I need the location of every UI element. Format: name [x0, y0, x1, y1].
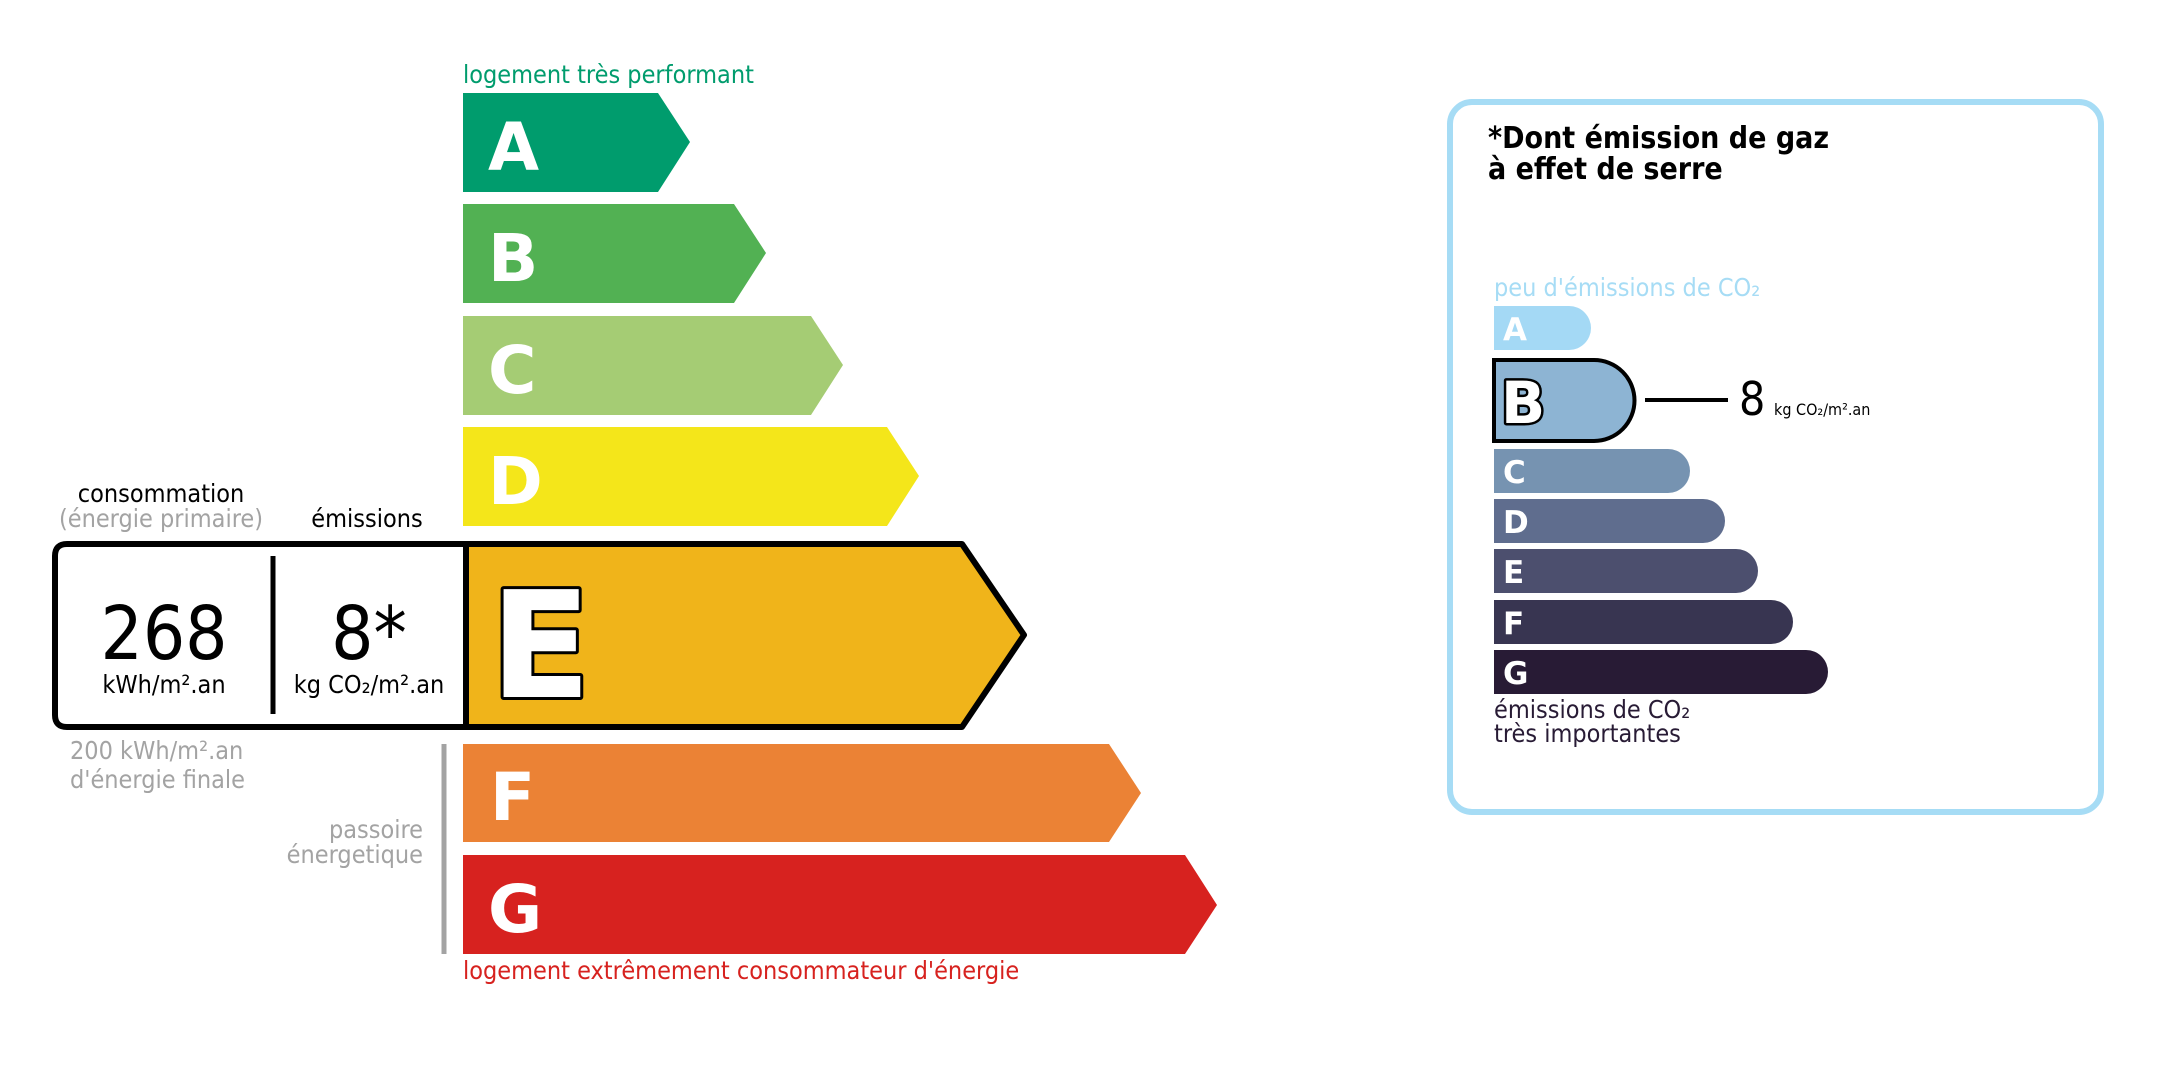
emissions-unit: kg CO₂/m².an [293, 670, 445, 699]
ghg-bottom-label-1: émissions de CO₂ [1494, 695, 1691, 724]
ghg-letter-c: C [1503, 455, 1526, 491]
energy-letter-a: A [488, 109, 539, 186]
ghg-bottom-label-2: très importantes [1494, 719, 1681, 748]
ghg-letter-g: G [1503, 656, 1528, 692]
ghg-letter-e: E [1503, 555, 1524, 591]
energy-bar-c [463, 316, 843, 415]
final-energy-label: d'énergie finale [70, 765, 246, 794]
energy-letter-e: E [490, 560, 591, 732]
energy-bar-d [463, 427, 919, 526]
ghg-title-1: *Dont émission de gaz [1488, 121, 1830, 156]
consumption-unit: kWh/m².an [102, 670, 226, 699]
consumption-label: consommation [77, 479, 245, 508]
energy-letter-d: D [488, 443, 543, 520]
ghg-unit: kg CO₂/m².an [1774, 400, 1871, 419]
consumption-value: 268 [100, 591, 228, 677]
emissions-value: 8* [331, 591, 407, 677]
current-value-box [52, 541, 469, 730]
energy-bar-e [463, 541, 1027, 730]
ghg-bar-d [1494, 499, 1725, 543]
ghg-letter-f: F [1503, 606, 1524, 642]
energy-bar-a [463, 93, 690, 192]
energy-bottom-label: logement extrêmement consommateur d'éner… [463, 956, 1020, 985]
ghg-letter-a: A [1503, 312, 1527, 348]
emissions-label: émissions [311, 504, 423, 533]
ghg-top-label: peu d'émissions de CO₂ [1494, 273, 1761, 302]
ghg-letter-d: D [1503, 505, 1529, 541]
energy-letter-g: G [488, 871, 542, 948]
ghg-bar-f [1494, 600, 1793, 644]
energy-letter-c: C [488, 332, 536, 409]
ghg-bar-g [1494, 650, 1828, 694]
ghg-bar-b [1492, 358, 1637, 443]
final-energy-value: 200 kWh/m².an [70, 736, 244, 765]
ghg-panel-border [1447, 99, 2104, 815]
ghg-bar-e [1494, 549, 1758, 593]
energy-bar-g [463, 855, 1217, 954]
passoire-label-2: énergetique [286, 840, 423, 869]
ghg-title-2: à effet de serre [1488, 152, 1723, 187]
energy-bar-b [463, 204, 766, 303]
energy-bar-f [463, 744, 1141, 842]
energy-letter-f: F [490, 759, 535, 836]
energy-top-label: logement très performant [463, 60, 754, 89]
passoire-label-1: passoire [328, 815, 423, 844]
ghg-bar-a [1494, 306, 1591, 350]
ghg-letter-b: B [1501, 369, 1545, 437]
ghg-value: 8 [1739, 372, 1766, 426]
energy-letter-b: B [488, 220, 538, 297]
consumption-sublabel: (énergie primaire) [58, 504, 264, 533]
ghg-bar-c [1494, 449, 1690, 493]
